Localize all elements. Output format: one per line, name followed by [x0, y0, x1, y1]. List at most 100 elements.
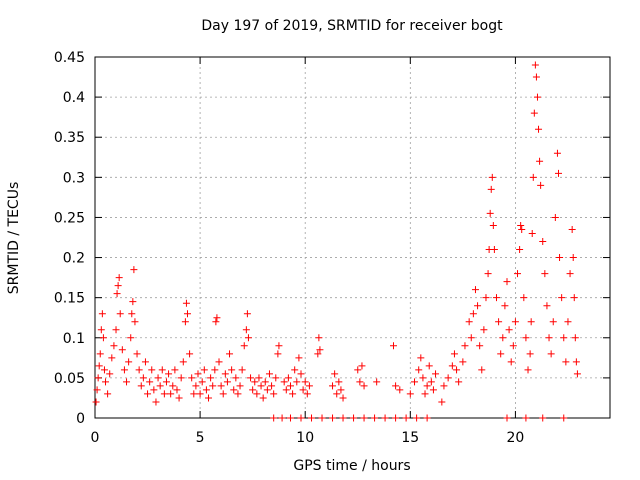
data-point-marker [243, 310, 251, 318]
data-point-marker [423, 382, 431, 390]
x-tick-label: 0 [91, 430, 100, 446]
x-tick-label: 15 [401, 430, 419, 446]
data-point-marker [444, 374, 452, 382]
data-point-marker [291, 366, 299, 374]
data-point-marker [560, 334, 568, 342]
data-point-marker [522, 334, 530, 342]
data-point-marker [115, 274, 123, 282]
data-point-marker [539, 414, 547, 422]
data-point-marker [402, 414, 410, 422]
data-point-marker [295, 354, 303, 362]
data-point-marker [476, 342, 484, 350]
data-point-marker [318, 414, 326, 422]
data-point-marker [486, 209, 494, 217]
data-point-marker [432, 370, 440, 378]
data-point-marker [490, 246, 498, 254]
data-point-marker [194, 370, 202, 378]
data-point-marker [226, 350, 234, 358]
data-point-marker [99, 334, 107, 342]
data-point-marker [492, 294, 500, 302]
data-point-marker [179, 358, 187, 366]
data-point-marker [465, 318, 473, 326]
data-point-marker [270, 414, 278, 422]
data-point-marker [411, 378, 419, 386]
data-point-marker [129, 298, 137, 306]
data-point-marker [417, 354, 425, 362]
data-point-marker [358, 362, 366, 370]
data-point-marker [198, 378, 206, 386]
data-point-marker [114, 282, 122, 290]
data-point-marker [128, 310, 136, 318]
data-point-marker [137, 382, 145, 390]
y-axis-label: SRMTID / TECUs [6, 182, 22, 295]
data-point-marker [517, 221, 525, 229]
data-point-marker [547, 350, 555, 358]
data-point-marker [406, 390, 414, 398]
data-point-marker [469, 310, 477, 318]
data-point-marker [389, 342, 397, 350]
data-point-marker [234, 390, 242, 398]
data-point-marker [223, 378, 231, 386]
data-point-marker [133, 350, 141, 358]
data-point-marker [537, 181, 545, 189]
y-tick-label: 0 [76, 411, 85, 427]
data-point-marker [329, 414, 337, 422]
data-point-marker [289, 390, 297, 398]
data-point-marker [423, 414, 431, 422]
data-point-marker [440, 382, 448, 390]
data-point-marker [141, 358, 149, 366]
data-point-marker [558, 294, 566, 302]
data-point-marker [335, 378, 343, 386]
data-point-marker [228, 366, 236, 374]
data-point-marker [297, 414, 305, 422]
data-point-marker [453, 366, 461, 374]
data-point-marker [564, 318, 572, 326]
data-point-marker [272, 374, 280, 382]
data-point-marker [553, 149, 561, 157]
data-point-marker [202, 386, 210, 394]
data-point-marker [438, 398, 446, 406]
data-point-marker [488, 173, 496, 181]
grid-lines [95, 57, 610, 418]
data-point-marker [221, 370, 229, 378]
data-point-marker [152, 398, 160, 406]
data-point-marker [459, 358, 467, 366]
data-point-marker [450, 350, 458, 358]
data-points [92, 61, 581, 422]
data-point-marker [571, 334, 579, 342]
data-point-marker [381, 414, 389, 422]
data-point-marker [230, 386, 238, 394]
data-point-marker [282, 386, 290, 394]
data-point-marker [100, 366, 108, 374]
data-point-marker [316, 346, 324, 354]
data-point-marker [531, 61, 539, 69]
data-point-marker [96, 350, 104, 358]
data-point-marker [275, 342, 283, 350]
data-point-marker [396, 386, 404, 394]
data-point-marker [527, 318, 535, 326]
data-point-marker [270, 390, 278, 398]
data-point-marker [200, 366, 208, 374]
data-point-marker [569, 254, 577, 262]
data-point-marker [173, 386, 181, 394]
data-point-marker [392, 382, 400, 390]
data-point-marker [95, 362, 103, 370]
data-point-marker [484, 270, 492, 278]
data-point-marker [236, 382, 244, 390]
data-point-marker [354, 366, 362, 374]
data-point-marker [511, 318, 519, 326]
data-point-marker [339, 414, 347, 422]
data-point-marker [244, 334, 252, 342]
data-point-marker [146, 378, 154, 386]
data-point-marker [123, 378, 131, 386]
data-point-marker [495, 318, 503, 326]
data-point-marker [93, 386, 101, 394]
data-point-marker [171, 366, 179, 374]
y-tick-label: 0.35 [54, 130, 85, 146]
y-tick-label: 0.2 [63, 251, 85, 267]
y-tick-label: 0.1 [63, 331, 85, 347]
data-point-marker [572, 358, 580, 366]
data-point-marker [526, 350, 534, 358]
data-point-marker [242, 326, 250, 334]
